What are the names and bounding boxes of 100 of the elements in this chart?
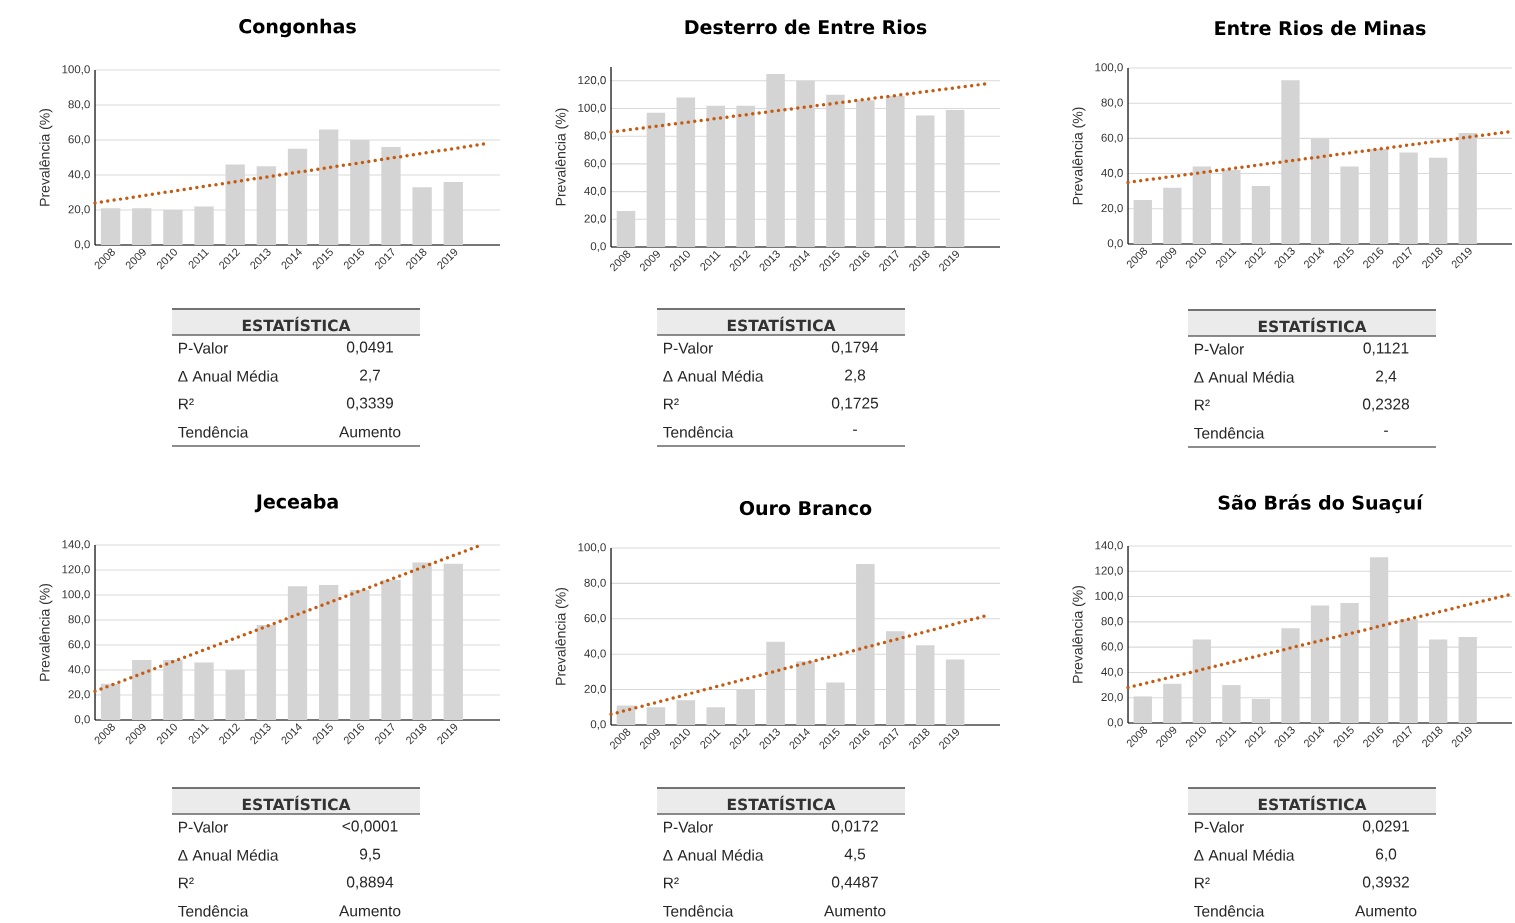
text: 0,0172 [831, 820, 878, 834]
text: 0,3339 [346, 397, 393, 411]
text: 0,1121 [1363, 342, 1409, 356]
text: ESTATÍSTICA [1258, 795, 1367, 811]
text: 4,5 [844, 848, 866, 862]
y-tick-label: 40,0 [68, 170, 90, 180]
text: R² [1195, 877, 1210, 889]
y-tick-label: 20,0 [68, 205, 90, 215]
text: P-Valor [179, 342, 228, 354]
y-tick-label: 120,0 [1095, 566, 1123, 577]
text: 6,0 [1376, 848, 1397, 862]
text: R² [179, 398, 194, 410]
y-tick-label: 20,0 [584, 684, 606, 695]
text: R² [664, 877, 679, 889]
text: ESTATÍSTICA [727, 795, 836, 811]
y-axis-title: Prevalência (%) [555, 108, 569, 206]
bar [706, 707, 726, 725]
text: Aumento [824, 905, 886, 917]
y-tick-label: 100,0 [1095, 63, 1123, 73]
text: 9,5 [359, 848, 381, 862]
text: 2,7 [360, 369, 381, 383]
text: ESTATÍSTICA [242, 316, 351, 332]
y-tick-label: 40,0 [584, 186, 606, 197]
text: - [1384, 430, 1388, 432]
y-tick-label: 40,0 [1101, 168, 1123, 179]
text: Δ Anual Média [178, 849, 279, 861]
y-tick-label: 0,0 [590, 720, 606, 730]
bar [646, 707, 666, 725]
chart-title: Desterro de Entre Rios [685, 19, 927, 35]
text: ESTATÍSTICA [242, 795, 351, 811]
chart-title: Ouro Branco [739, 500, 872, 516]
y-axis-title: Prevalência (%) [39, 583, 53, 681]
y-tick-label: 80,0 [68, 615, 90, 625]
text: ESTATÍSTICA [727, 316, 836, 332]
text: 0,8894 [346, 876, 394, 890]
y-tick-label: 80,0 [584, 578, 606, 589]
y-tick-label: 140,0 [62, 540, 90, 550]
text: P-Valor [664, 342, 713, 354]
y-tick-label: 140,0 [1095, 541, 1123, 551]
text: Tendência [178, 905, 249, 917]
y-tick-label: 100,0 [62, 65, 90, 75]
y-tick-label: 0,0 [590, 242, 606, 252]
y-tick-label: 80,0 [68, 100, 90, 110]
text: Tendência [1194, 905, 1265, 917]
y-tick-label: 60,0 [68, 640, 90, 650]
y-tick-label: 20,0 [1101, 692, 1123, 703]
y-tick-label: 120,0 [62, 565, 90, 575]
text: Aumento [339, 905, 401, 917]
y-tick-label: 80,0 [1101, 617, 1123, 627]
y-tick-label: 40,0 [68, 665, 90, 675]
text: Aumento [1355, 905, 1417, 917]
y-tick-label: 60,0 [1101, 642, 1123, 652]
text: - [853, 429, 857, 431]
y-tick-label: 120,0 [578, 76, 606, 86]
text: R² [664, 398, 679, 410]
y-tick-label: 60,0 [584, 159, 606, 169]
y-tick-label: 100,0 [578, 103, 606, 114]
y-tick-label: 100,0 [62, 590, 90, 600]
y-axis-title: Prevalência (%) [1072, 107, 1086, 205]
text: <0,0001 [342, 820, 398, 834]
chart-title: Congonhas [239, 18, 356, 38]
chart-title: São Brás do Suaçuí [1218, 494, 1424, 514]
text: Δ Anual Média [663, 370, 764, 382]
y-tick-label: 20,0 [584, 214, 606, 225]
y-axis-title: Prevalência (%) [39, 108, 53, 206]
text: Δ Anual Média [663, 849, 764, 861]
text: Tendência [178, 426, 249, 438]
text: P-Valor [1195, 343, 1244, 355]
text: 0,3932 [1362, 876, 1409, 890]
text: Tendência [1194, 427, 1265, 439]
y-axis-title: Prevalência (%) [1072, 585, 1086, 683]
y-tick-label: 20,0 [1101, 204, 1123, 214]
text: P-Valor [1195, 821, 1244, 833]
y-tick-label: 60,0 [68, 135, 90, 145]
text: 0,4487 [831, 876, 878, 890]
y-tick-label: 0,0 [1107, 718, 1123, 728]
y-tick-label: 20,0 [68, 690, 90, 700]
text: R² [179, 877, 194, 889]
text: Tendência [663, 905, 734, 917]
text: 2,4 [1376, 370, 1397, 384]
y-tick-label: 40,0 [584, 649, 606, 659]
text: Aumento [339, 426, 401, 438]
y-tick-label: 80,0 [1101, 98, 1123, 108]
text: 0,1794 [831, 341, 879, 355]
y-tick-label: 80,0 [584, 131, 606, 141]
y-tick-label: 100,0 [1095, 591, 1123, 602]
text: 0,2328 [1362, 398, 1410, 412]
text: Δ Anual Média [1194, 371, 1295, 383]
text: 0,0491 [346, 341, 393, 355]
y-tick-label: 60,0 [1101, 133, 1123, 144]
text: 0,0291 [1362, 820, 1409, 834]
text: 0,1725 [831, 397, 879, 411]
y-tick-label: 0,0 [74, 240, 90, 250]
y-tick-label: 0,0 [1107, 239, 1123, 249]
chart-title: Jeceaba [254, 494, 338, 513]
text: Δ Anual Média [1194, 849, 1295, 861]
text: ESTATÍSTICA [1258, 317, 1367, 333]
y-axis-title: Prevalência (%) [555, 587, 569, 685]
y-tick-label: 0,0 [74, 715, 90, 725]
chart-title: Entre Rios de Minas [1215, 20, 1426, 36]
